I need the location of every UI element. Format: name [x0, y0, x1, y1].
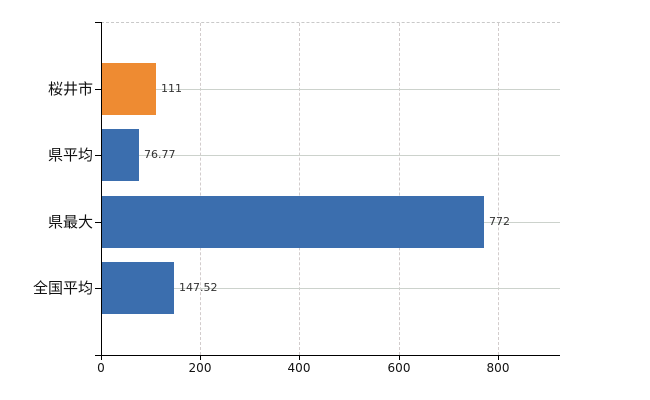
category-label: 県最大: [47, 213, 93, 231]
x-axis-tick: [399, 355, 400, 360]
bar-3: [102, 262, 174, 314]
x-tick-label: 800: [486, 361, 510, 375]
bar-value-label: 111: [161, 82, 182, 95]
vertical-gridline: [498, 23, 499, 355]
y-axis-top-tick: [95, 22, 101, 23]
x-tick-label: 0: [97, 361, 105, 375]
category-label: 県平均: [47, 146, 93, 164]
y-axis-tick: [95, 222, 101, 223]
x-tick-label: 200: [188, 361, 212, 375]
x-tick-label: 600: [387, 361, 411, 375]
y-axis-tick: [95, 155, 101, 156]
plot-top-border: [101, 22, 560, 23]
y-axis-tick: [95, 288, 101, 289]
horizontal-gridline: [101, 89, 560, 90]
vertical-gridline: [200, 23, 201, 355]
x-axis-tick: [101, 355, 102, 360]
bar-value-label: 147.52: [179, 281, 218, 294]
y-axis-line: [101, 22, 102, 356]
x-axis-tick: [200, 355, 201, 360]
x-axis-line: [95, 355, 560, 356]
bar-0: [102, 63, 156, 115]
horizontal-gridline: [101, 155, 560, 156]
bar-1: [102, 129, 139, 181]
bar-value-label: 76.77: [144, 148, 176, 161]
bar-2: [102, 196, 484, 248]
x-axis-tick: [299, 355, 300, 360]
y-axis-tick: [95, 89, 101, 90]
category-label: 全国平均: [32, 279, 93, 297]
vertical-gridline: [399, 23, 400, 355]
x-axis-tick: [498, 355, 499, 360]
x-tick-label: 400: [287, 361, 311, 375]
bar-value-label: 772: [489, 215, 510, 228]
category-label: 桜井市: [47, 80, 93, 98]
vertical-gridline: [299, 23, 300, 355]
horizontal-gridline: [101, 288, 560, 289]
